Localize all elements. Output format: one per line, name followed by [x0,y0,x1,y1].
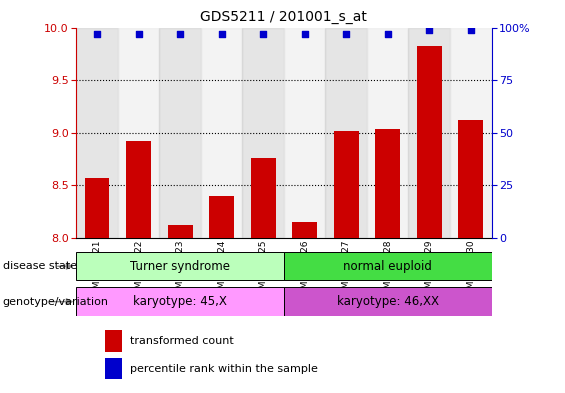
Point [176,31,185,37]
Bar [408,28,450,238]
Text: genotype/variation: genotype/variation [3,297,109,307]
Point [342,31,351,37]
Bar [367,28,408,238]
Bar [450,28,492,238]
Bar [126,141,151,238]
Text: disease state: disease state [3,261,77,271]
Bar [375,129,400,238]
Bar [85,178,110,238]
Bar [118,28,159,238]
Bar [76,28,118,238]
Text: transformed count: transformed count [130,336,233,346]
Point [93,31,102,37]
Bar [105,330,122,352]
Text: karyotype: 45,X: karyotype: 45,X [133,295,227,308]
Point [259,31,268,37]
Bar [284,252,492,281]
Bar [159,28,201,238]
Bar [242,28,284,238]
Point [466,26,475,33]
Point [425,26,434,33]
Point [300,31,309,37]
Point [217,31,226,37]
Bar [251,158,276,238]
Bar [76,287,284,316]
Bar [292,222,317,238]
Bar [284,287,492,316]
Point [383,31,392,37]
Bar [209,196,234,238]
Title: GDS5211 / 201001_s_at: GDS5211 / 201001_s_at [201,10,367,24]
Bar [458,120,483,238]
Bar [334,130,359,238]
Bar [284,28,325,238]
Bar [417,46,442,238]
Bar [76,252,284,281]
Text: Turner syndrome: Turner syndrome [130,260,230,273]
Point [134,31,143,37]
Text: percentile rank within the sample: percentile rank within the sample [130,364,318,374]
Text: normal euploid: normal euploid [344,260,432,273]
Bar [201,28,242,238]
Bar [325,28,367,238]
Text: karyotype: 46,XX: karyotype: 46,XX [337,295,439,308]
Bar [168,225,193,238]
Bar [105,358,122,379]
